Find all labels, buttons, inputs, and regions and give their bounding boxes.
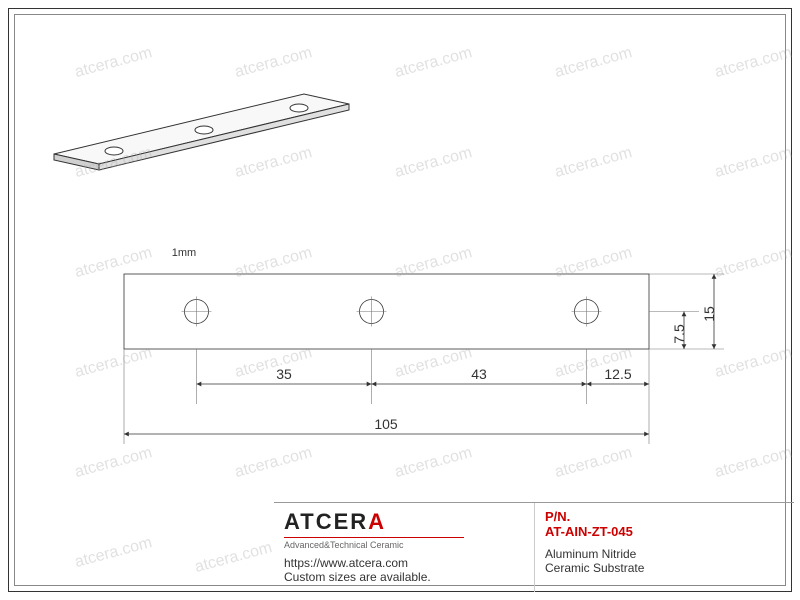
dim-43: 43 [471, 366, 487, 382]
title-block-right: P/N. AT-AIN-ZT-045 Aluminum Nitride Cera… [534, 503, 774, 592]
custom-note: Custom sizes are available. [284, 570, 524, 584]
top-view: 1mm 35 [124, 247, 724, 444]
isometric-view [54, 94, 349, 170]
dim-105: 105 [374, 416, 398, 432]
pn-label: P/N. [545, 509, 764, 524]
brand-tagline: Advanced&Technical Ceramic [284, 537, 464, 550]
dim-15: 15 [701, 306, 717, 322]
holes [182, 297, 602, 327]
material-line-2: Ceramic Substrate [545, 561, 764, 575]
title-block: ATCERA Advanced&Technical Ceramic https:… [274, 502, 794, 592]
drawing-svg: 1mm 35 [14, 14, 786, 586]
title-block-left: ATCERA Advanced&Technical Ceramic https:… [274, 503, 534, 592]
unit-label: 1mm [172, 247, 196, 259]
brand-text-main: ATCER [284, 509, 368, 534]
material-line-1: Aluminum Nitride [545, 547, 764, 561]
dim-7-5: 7.5 [671, 324, 687, 344]
brand-url: https://www.atcera.com [284, 556, 524, 570]
drawing-area: 1mm 35 [14, 14, 786, 586]
pn-value: AT-AIN-ZT-045 [545, 524, 764, 539]
dim-12-5: 12.5 [604, 366, 631, 382]
dim-35: 35 [276, 366, 292, 382]
brand-logo: ATCERA [284, 509, 524, 535]
brand-text-accent: A [368, 509, 386, 534]
